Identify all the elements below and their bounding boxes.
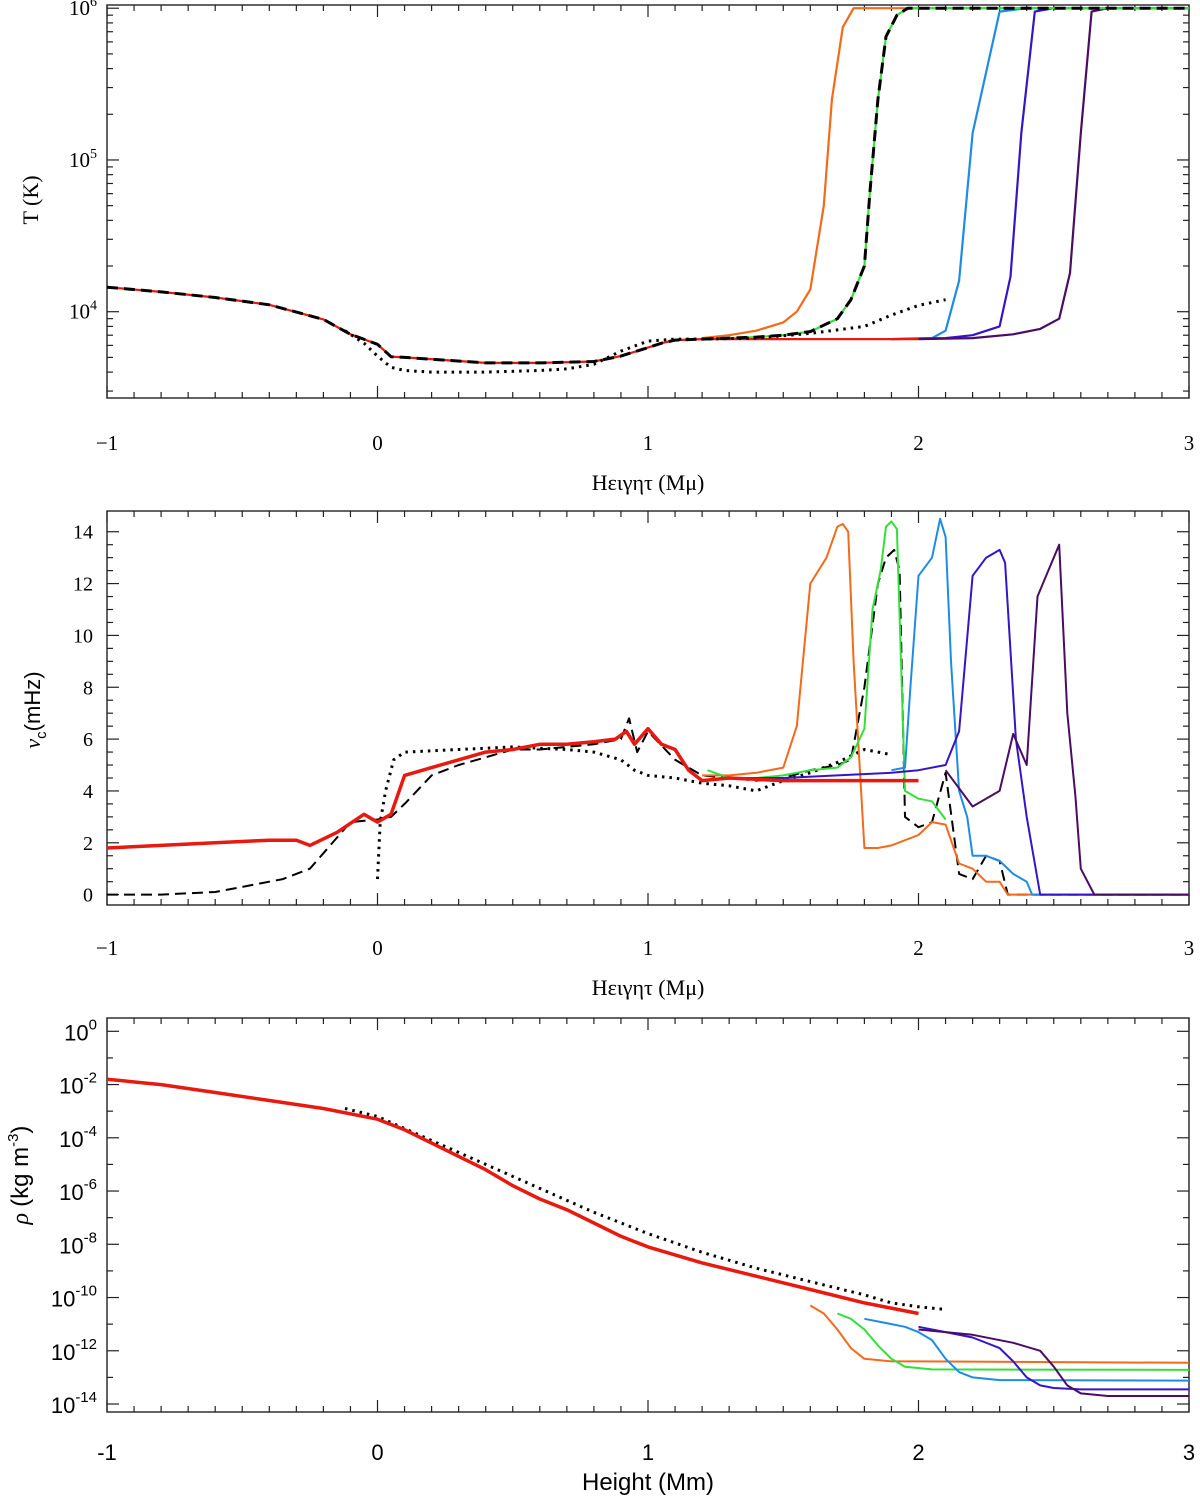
x-tick-label: 2 [912,1440,924,1465]
series-purple [944,543,1189,896]
x-tick-label: 3 [1183,1440,1195,1465]
x-tick-label: 1 [643,936,654,960]
series-lightblue [864,1317,1189,1382]
x-tick-label: 1 [643,431,654,455]
series-black-dashed [107,548,1189,896]
x-tick-label: 0 [372,431,383,455]
series-green [707,520,947,821]
y-tick-label: 0 [83,885,93,907]
x-tick-label: 3 [1184,431,1195,455]
y-tick-label: 106 [69,0,97,20]
temperature-series [107,6,1189,374]
y-tick-label: 10-8 [59,1229,97,1258]
series-black-dashed [107,6,1189,365]
temperature-axes-frame [106,4,1190,399]
series-purple [918,1328,1189,1397]
series-orange [702,523,1189,896]
series-blue [729,548,1189,896]
x-tick-label: −1 [96,431,118,455]
ylabel-rho-close: ) [7,1126,34,1134]
x-tick-label: 0 [372,936,383,960]
temperature-ylabel: T (K) [18,175,43,224]
x-tick-label: 3 [1184,936,1195,960]
temperature-xlabel: Hειγητ (Mμ) [592,470,705,495]
ylabel-nu-subscript: c [33,731,50,739]
y-tick-label: 10 [73,625,93,647]
y-tick-label: 10-2 [59,1070,97,1099]
series-green [702,7,1189,341]
density-ylabel: ρ (kg m-3) [5,1126,34,1226]
density-axes-frame [106,1017,1190,1413]
density-ticks: -1 0 1 2 3 100 10-2 10-4 10-6 10-8 10-10 10-12 10-14 [51,1016,1195,1465]
density-series [107,1077,1189,1397]
series-lightblue [891,7,1189,341]
y-tick-label: 100 [64,1016,97,1045]
series-black-dotted [344,1107,946,1311]
density-panel: -1 0 1 2 3 100 10-2 10-4 10-6 10-8 10-10 10-12 10-14… [5,1016,1195,1496]
series-blue [891,7,1189,341]
y-tick-label: 12 [73,574,93,596]
y-tick-label: 6 [83,729,93,751]
series-black-dotted [344,298,946,374]
series-red [107,1077,919,1316]
ylabel-rho-exponent: -3 [5,1134,22,1147]
y-tick-label: 14 [73,522,93,544]
ylabel-rho-unit: (kg m [7,1147,34,1207]
ylabel-nu-unit: (mHz) [20,671,45,731]
y-tick-label: 10-14 [51,1389,97,1418]
ylabel-nu-symbol: ν [20,739,45,749]
x-tick-label: −1 [96,936,118,960]
x-tick-label: 2 [913,936,924,960]
y-tick-label: 10-12 [51,1336,97,1365]
ylabel-rho-symbol: ρ [8,1213,34,1226]
y-tick-label: 8 [83,677,93,699]
y-tick-label: 2 [83,833,93,855]
y-tick-label: 4 [83,781,93,803]
cutoff-frequency-axes-frame [106,510,1190,906]
series-purple [918,7,1189,341]
series-orange [809,1304,1189,1364]
y-tick-label: 10-4 [59,1123,97,1152]
y-tick-label: 105 [69,147,97,172]
x-tick-label: 1 [642,1440,654,1465]
y-tick-label: 104 [69,299,97,324]
cutoff-frequency-series [107,517,1189,896]
cutoff-frequency-xlabel: Hειγητ (Mμ) [592,975,705,1000]
temperature-panel: −1 0 1 2 3 104 105 106 T (K) Hειγητ (Mμ) [18,0,1194,495]
series-green [837,1312,1189,1371]
series-blue [918,1325,1189,1391]
x-tick-label: -1 [97,1440,117,1465]
series-black-dotted [376,745,892,880]
series-orange [701,7,1189,340]
series-lightblue [891,517,1189,896]
y-tick-label: 10-10 [51,1283,97,1312]
cutoff-frequency-ylabel: νc(mHz) [20,671,50,748]
series-red [107,726,919,850]
x-tick-label: 2 [913,431,924,455]
y-tick-label: 10-6 [59,1176,97,1205]
temperature-ticks: −1 0 1 2 3 104 105 106 [69,0,1194,455]
density-xlabel: Height (Mm) [582,1469,714,1496]
x-tick-label: 0 [371,1440,383,1465]
